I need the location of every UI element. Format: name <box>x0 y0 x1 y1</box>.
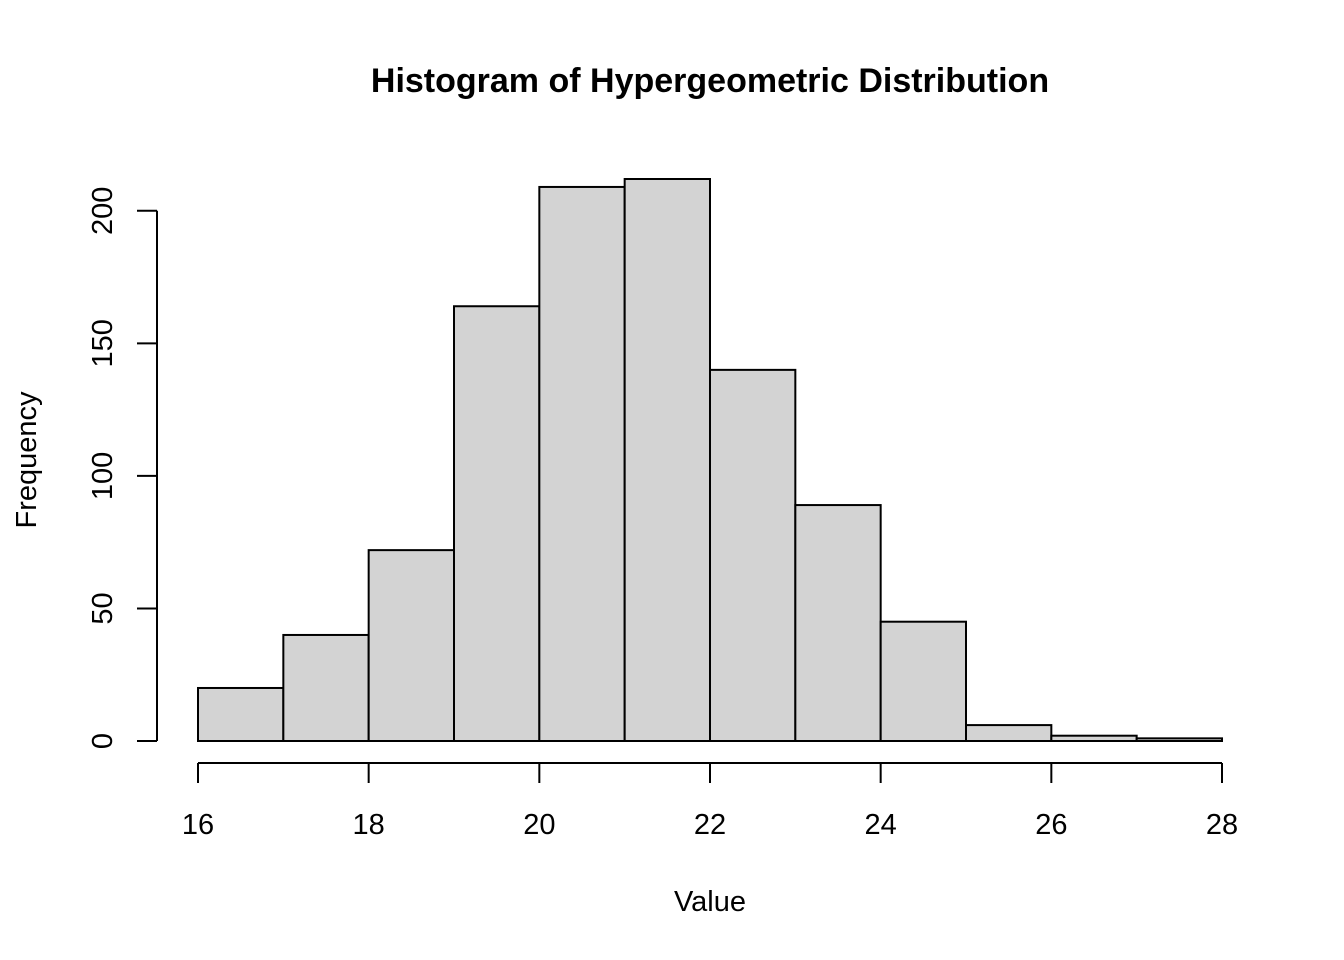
x-tick-label-28: 28 <box>1206 809 1238 841</box>
histogram-bar-16-17 <box>197 686 285 743</box>
y-tick-label-150: 150 <box>87 319 119 367</box>
x-axis: 16 18 20 22 24 26 28 <box>182 762 1238 841</box>
histogram-bar-19-20 <box>453 305 541 742</box>
x-tick-label-16: 16 <box>182 809 214 841</box>
histogram-bar-18-19 <box>367 549 455 742</box>
y-tick-label-200: 200 <box>87 187 119 235</box>
y-axis-label: Frequency <box>11 391 43 529</box>
x-tick-label-22: 22 <box>694 809 726 841</box>
bars-group <box>197 178 1223 743</box>
histogram-bar-24-25 <box>879 620 968 742</box>
x-tick-label-24: 24 <box>865 809 897 841</box>
histogram-bar-26-27 <box>1050 734 1138 743</box>
y-tick-label-0: 0 <box>87 733 119 749</box>
histogram-bar-23-24 <box>794 504 882 742</box>
x-tick-label-20: 20 <box>523 809 555 841</box>
y-axis: 0 50 100 150 200 <box>87 187 158 749</box>
histogram-bar-22-23 <box>709 368 797 742</box>
x-axis-label: Value <box>674 886 746 918</box>
x-tick-label-26: 26 <box>1035 809 1067 841</box>
histogram-bar-17-18 <box>282 633 370 743</box>
x-tick-label-18: 18 <box>353 809 385 841</box>
histogram-bar-25-26 <box>965 724 1053 743</box>
chart-title: Histogram of Hypergeometric Distribution <box>371 62 1049 100</box>
y-tick-label-100: 100 <box>87 452 119 500</box>
histogram-bar-21-22 <box>623 178 712 742</box>
y-tick-label-50: 50 <box>87 592 119 624</box>
histogram-bar-20-21 <box>538 185 626 743</box>
histogram-bar-27-28 <box>1135 737 1223 743</box>
